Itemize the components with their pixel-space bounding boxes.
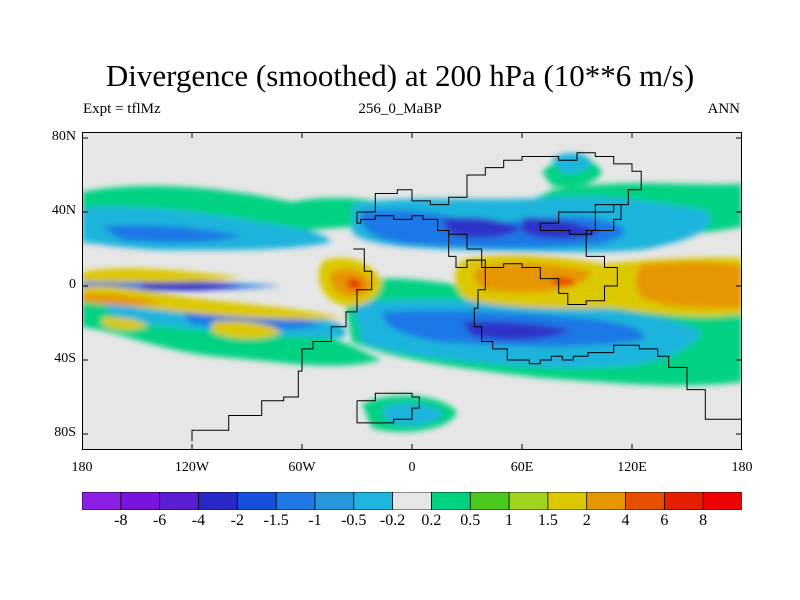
season-label: ANN <box>707 101 741 117</box>
colorbar-swatch <box>469 492 510 510</box>
colorbar-label: -6 <box>152 512 167 529</box>
colorbar-swatch <box>159 492 200 510</box>
field-yellow <box>212 320 282 339</box>
field-light-blue <box>552 153 592 174</box>
x-tick-label: 120E <box>617 460 647 475</box>
colorbar-swatch <box>82 492 122 510</box>
map-title: Divergence (smoothed) at 200 hPa (10**6 … <box>105 58 695 93</box>
colorbar-label: -4 <box>191 512 206 529</box>
colorbar-swatch <box>431 492 471 510</box>
divergence-field <box>82 153 742 432</box>
field-yellow <box>82 285 342 320</box>
colorbar-label: 0.5 <box>460 512 481 529</box>
colorbar-label: -8 <box>114 512 128 529</box>
colorbar <box>82 492 742 510</box>
x-tick-label: 120W <box>174 460 210 475</box>
period-label: 256_0_MaBP <box>358 101 442 117</box>
y-tick-label: 80S <box>54 425 76 440</box>
y-tick-label: 80N <box>51 129 76 144</box>
y-tick-label: 0 <box>69 277 76 292</box>
field-light-blue <box>382 403 444 426</box>
field-yellow <box>82 268 242 283</box>
colorbar-swatch <box>392 492 433 510</box>
x-tick-label: 0 <box>408 460 416 475</box>
colorbar-label: -0.5 <box>341 512 367 529</box>
colorbar-swatch <box>314 492 355 510</box>
x-tick-label: 180 <box>731 460 753 475</box>
x-tick-label: 60W <box>288 460 316 475</box>
y-tick-label: 40S <box>54 351 76 366</box>
colorbar-swatch <box>198 492 238 510</box>
field-dark-blue <box>442 217 522 238</box>
colorbar-label: -2 <box>230 512 244 529</box>
experiment-label: Expt = tflMz <box>83 101 161 117</box>
x-tick-label: 60E <box>510 460 534 475</box>
colorbar-label: 0.2 <box>421 512 442 529</box>
colorbar-swatch <box>625 492 666 510</box>
colorbar-swatch <box>586 492 627 510</box>
colorbar-label: 1 <box>505 512 514 529</box>
field-yellow <box>102 317 148 330</box>
field-dark-blue <box>462 321 572 340</box>
colorbar-swatch <box>702 492 742 510</box>
colorbar-label: 6 <box>660 512 669 529</box>
colorbar-label: -1 <box>308 512 322 529</box>
colorbar-label: 1.5 <box>537 512 558 529</box>
colorbar-label: 8 <box>699 512 708 529</box>
colorbar-swatch <box>120 492 161 510</box>
continent-outlines <box>191 152 742 442</box>
map-ticks <box>82 132 742 450</box>
divergence-map <box>82 132 742 450</box>
colorbar-label: -1.5 <box>263 512 289 529</box>
field-dark-blue <box>142 281 242 291</box>
colorbar-label: -0.2 <box>379 512 406 529</box>
colorbar-swatch <box>353 492 394 510</box>
field-red <box>347 278 362 290</box>
field-orange <box>82 293 162 306</box>
colorbar-swatch <box>275 492 316 510</box>
colorbar-swatch <box>663 492 704 510</box>
colorbar-swatch <box>236 492 277 510</box>
field-red <box>552 277 576 287</box>
colorbar-label: 4 <box>621 512 630 529</box>
colorbar-swatch <box>508 492 549 510</box>
x-tick-label: 180 <box>71 460 93 475</box>
colorbar-swatch <box>547 492 588 510</box>
field-orange <box>636 261 742 309</box>
y-tick-label: 40N <box>51 203 76 218</box>
colorbar-label: 2 <box>582 512 591 529</box>
field-blue <box>102 225 242 243</box>
